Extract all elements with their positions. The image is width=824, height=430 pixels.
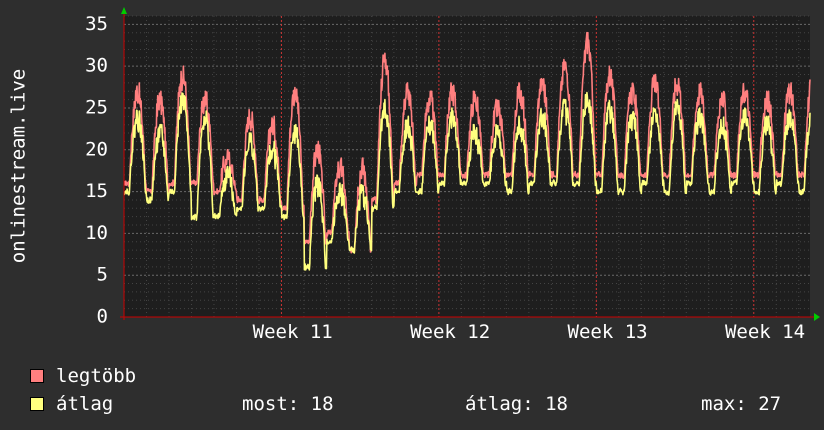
y-tick-label: 30 [85, 55, 108, 77]
y-axis-label: onlinestream.live [8, 69, 30, 263]
y-tick-label: 10 [85, 222, 108, 244]
y-tick-labels: 0 5 10 15 20 25 30 35 [85, 13, 108, 328]
legend: legtöbb átlag most: 18 átlag: 18 max: 27 [30, 362, 810, 418]
stat-avg: átlag: 18 [465, 393, 568, 415]
x-tick-labels: Week 11 Week 12 Week 13 Week 14 [253, 321, 805, 343]
y-tick-label: 25 [85, 96, 108, 118]
stat-max: max: 27 [701, 393, 782, 415]
axes [120, 7, 820, 321]
x-tick-label: Week 12 [410, 321, 490, 343]
legend-swatch-max [30, 369, 44, 383]
y-tick-label: 15 [85, 180, 108, 202]
x-tick-label: Week 13 [568, 321, 648, 343]
series-line-avg [123, 91, 811, 271]
stat-now: most: 18 [242, 393, 334, 415]
y-axis-arrow [121, 7, 127, 14]
x-tick-label: Week 11 [253, 321, 333, 343]
legend-swatch-avg [30, 397, 44, 411]
legend-label-avg: átlag [56, 393, 114, 415]
x-axis-arrow [814, 313, 820, 321]
y-tick-label: 0 [97, 306, 108, 328]
y-tick-label: 20 [85, 138, 108, 160]
series-layer [123, 31, 811, 271]
legend-row-avg: átlag most: 18 átlag: 18 max: 27 [30, 390, 810, 418]
x-tick-label: Week 14 [725, 321, 805, 343]
legend-row-max: legtöbb [30, 362, 810, 390]
legend-label-max: legtöbb [56, 365, 137, 387]
y-tick-label: 35 [85, 13, 108, 35]
y-tick-label: 5 [97, 264, 108, 286]
